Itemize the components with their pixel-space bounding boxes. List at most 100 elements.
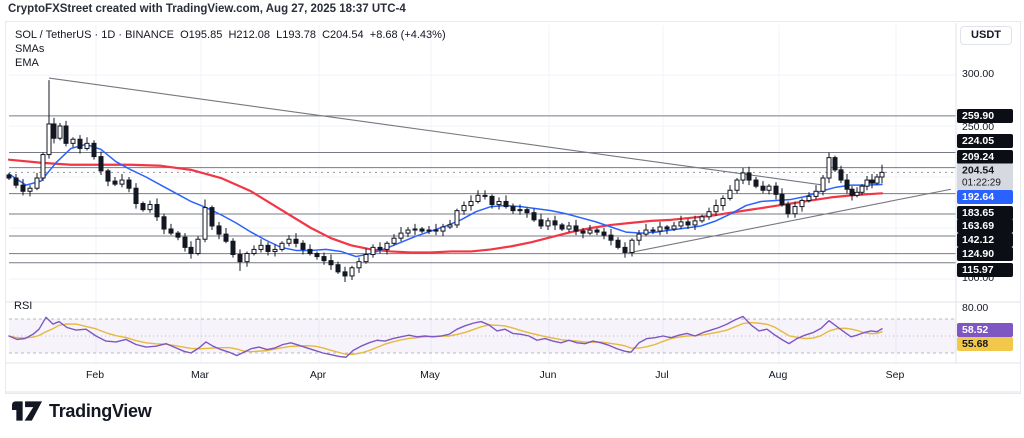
rsi-indicator-label[interactable]: RSI: [14, 300, 33, 312]
candle-body: [188, 246, 194, 255]
candle-body: [779, 193, 785, 206]
candle-body: [307, 248, 313, 254]
candle-body: [433, 229, 439, 232]
candle-body: [356, 261, 362, 269]
indicator-ema[interactable]: EMA: [15, 57, 39, 69]
price-level-badge: 209.24: [957, 150, 1013, 164]
candle-body: [133, 187, 139, 205]
candle-body: [244, 253, 250, 263]
candle-body: [175, 232, 181, 238]
currency-toggle-button[interactable]: USDT: [960, 26, 1012, 45]
candle-body: [126, 179, 132, 189]
candle-body: [785, 204, 791, 215]
symbol-title-row[interactable]: SOL / TetherUS · 1D · BINANCE O195.85 H2…: [15, 28, 446, 42]
candle-body: [559, 224, 565, 230]
indicator-smas[interactable]: SMAs: [15, 43, 45, 55]
candle-body: [869, 179, 875, 184]
candle-body: [643, 229, 649, 235]
candle-body: [412, 228, 418, 231]
rsi-ma-value-badge: 55.68: [957, 337, 1013, 351]
candle-body: [524, 209, 530, 214]
price-level-badge: 259.90: [957, 109, 1013, 123]
time-axis-month-aug: Aug: [768, 369, 788, 381]
candle-body: [806, 195, 812, 201]
time-axis-month-apr: Apr: [309, 369, 327, 381]
candle-body: [461, 205, 467, 212]
candle-body: [13, 177, 19, 186]
candle-body: [601, 231, 607, 236]
candle-body: [844, 179, 850, 190]
candle-body: [799, 199, 805, 208]
price-axis-label: 250.00: [962, 121, 995, 133]
candle-body: [140, 203, 146, 211]
candle-body: [671, 225, 677, 230]
candle-body: [678, 221, 684, 227]
candle-body: [713, 205, 719, 213]
candle-body: [657, 226, 663, 232]
candle-body: [161, 216, 167, 230]
candle-body: [342, 271, 348, 277]
candle-body: [746, 172, 752, 181]
ema-line: [8, 143, 883, 258]
chart-legend: SOL / TetherUS · 1D · BINANCE O195.85 H2…: [15, 28, 446, 70]
separator-dot: ·: [118, 29, 126, 41]
candle-body: [622, 246, 628, 253]
candle-body: [251, 248, 257, 254]
tradingview-logo[interactable]: TradingView: [12, 400, 152, 422]
candle-body: [216, 225, 222, 235]
exchange-label: BINANCE: [125, 29, 174, 41]
candle-body: [820, 177, 826, 192]
candle-body: [740, 172, 746, 181]
rsi-value-badge: 58.52: [957, 323, 1013, 337]
candle-body: [258, 244, 264, 250]
candle-body: [20, 184, 26, 192]
candle-body: [46, 123, 52, 156]
candle-body: [580, 230, 586, 234]
candle-body: [230, 240, 236, 256]
candle-body: [760, 185, 766, 191]
candle-body: [391, 237, 397, 244]
candle-body: [773, 185, 779, 195]
candle-body: [447, 224, 453, 228]
candle-body: [826, 157, 832, 179]
chart-widget: SOL / TetherUS · 1D · BINANCE O195.85 H2…: [5, 21, 1021, 394]
candle-body: [753, 179, 759, 187]
candle-body: [63, 125, 69, 144]
candle-body: [321, 256, 327, 262]
candle-body: [147, 204, 153, 211]
candle-body: [727, 189, 733, 199]
time-axis-month-feb: Feb: [85, 369, 105, 381]
candle-body: [84, 142, 90, 149]
candle-body: [706, 211, 712, 218]
candle-body: [286, 238, 292, 244]
current-price-badge: 204.54 01:22:29: [957, 163, 1013, 191]
candle-body: [636, 233, 642, 241]
candle-body: [34, 177, 40, 189]
candle-body: [594, 229, 600, 233]
candle-body: [91, 142, 97, 158]
candle-body: [496, 200, 502, 206]
price-level-badge: 115.97: [957, 263, 1013, 277]
candle-body: [692, 220, 698, 226]
candle-body: [864, 179, 870, 187]
candle-body: [119, 179, 125, 185]
candle-body: [545, 220, 551, 227]
candle-body: [182, 236, 188, 248]
candle-body: [405, 229, 411, 234]
candle-body: [57, 125, 63, 139]
candle-body: [370, 246, 376, 256]
price-axis-label: 300.00: [962, 68, 995, 80]
candle-body: [398, 232, 404, 239]
ohlc-low: L193.78: [276, 29, 316, 41]
candle-body: [489, 195, 495, 206]
tradingview-logo-text: TradingView: [49, 400, 152, 421]
candle-body: [6, 174, 12, 179]
time-axis-month-jul: Jul: [655, 369, 669, 381]
candle-body: [314, 253, 320, 258]
candle-body: [874, 176, 880, 184]
time-axis-month-jun: Jun: [539, 369, 557, 381]
price-level-badge: 183.65: [957, 206, 1013, 220]
candle-body: [468, 200, 474, 207]
candle-body: [849, 188, 855, 196]
